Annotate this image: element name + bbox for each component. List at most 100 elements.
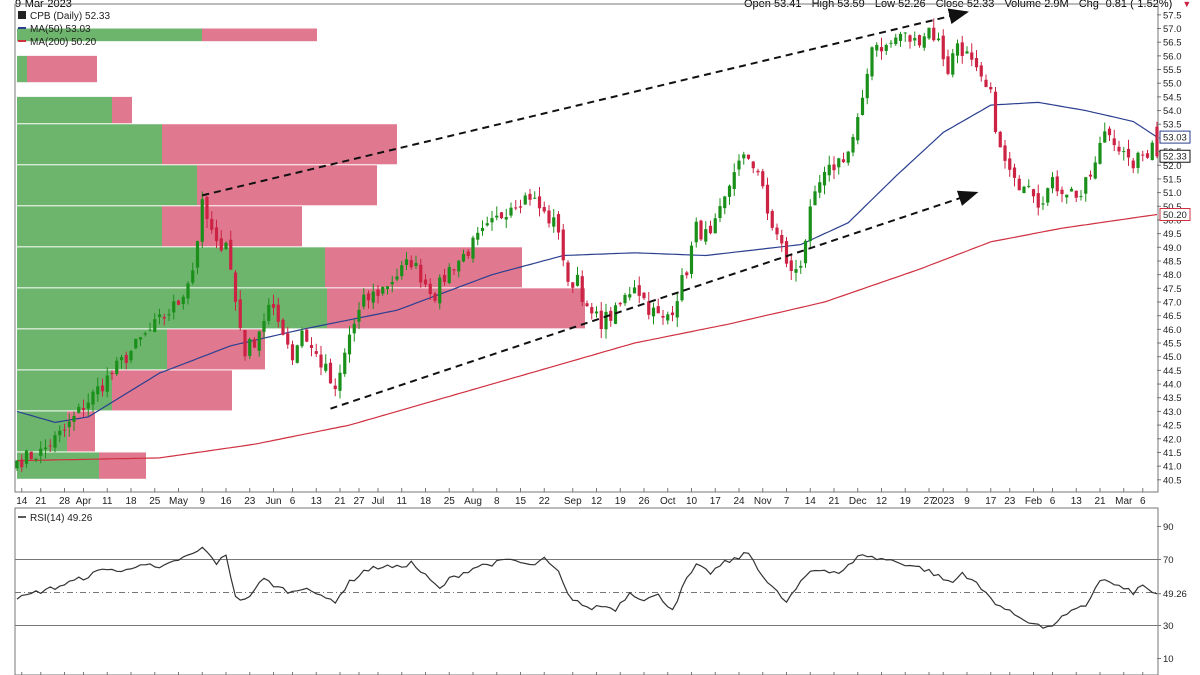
date-tick-label: 23 xyxy=(1004,496,1016,507)
candle-body xyxy=(761,171,765,187)
rsi-axis: 10 30 49.26 70 90 xyxy=(1157,522,1187,665)
candle-body xyxy=(428,283,432,295)
price-tick-label: 41.0 xyxy=(1163,462,1182,473)
candle-body xyxy=(960,42,964,56)
vbp-bar-down-2 xyxy=(27,55,97,83)
price-tag-label-1: 52.33 xyxy=(1163,152,1187,163)
date-tick-label: 9 xyxy=(964,496,970,507)
candle-body xyxy=(974,58,979,68)
legend-ma200: MA(200) 50.20 xyxy=(30,37,97,48)
candle-body xyxy=(419,264,423,283)
date-tick-label: 27 xyxy=(353,496,365,507)
candle-body xyxy=(547,210,551,224)
candle-body xyxy=(837,158,841,168)
price-tick-label: 46.5 xyxy=(1163,311,1182,322)
vbp-bar-up-7 xyxy=(17,247,325,288)
date-tick-label: 22 xyxy=(539,496,551,507)
candle-body xyxy=(200,199,204,242)
candle-body xyxy=(941,35,945,60)
candle-body xyxy=(822,171,827,186)
candle-body xyxy=(1155,126,1159,157)
candle-body xyxy=(713,218,717,234)
candle-body xyxy=(784,241,789,264)
candle-body xyxy=(243,329,247,357)
candle-body xyxy=(1098,142,1102,164)
price-tick-label: 43.5 xyxy=(1163,393,1182,404)
candle-body xyxy=(989,86,993,90)
candle-body xyxy=(742,154,746,159)
candle-body xyxy=(818,182,822,193)
price-tick-label: 40.5 xyxy=(1163,475,1182,486)
price-tick-label: 42.5 xyxy=(1163,421,1182,432)
candle-body xyxy=(262,320,266,332)
price-tick-label: 54.5 xyxy=(1163,92,1182,103)
vbp-bar-up-2 xyxy=(17,55,27,83)
candle-body xyxy=(951,53,955,75)
candle-body xyxy=(471,237,475,259)
candle-body xyxy=(138,337,143,340)
candle-body xyxy=(15,460,19,469)
candle-body xyxy=(319,354,323,368)
candle-body xyxy=(490,218,494,223)
candle-body xyxy=(765,184,770,214)
candle-body xyxy=(580,276,584,302)
date-tick-label: 9 xyxy=(199,496,205,507)
date-axis: 14 21 28 Apr 11 18 25 May 9 16 23 Jun 6 13 21 27 Jul 11 18… xyxy=(16,488,1146,675)
candle-body xyxy=(1136,152,1140,168)
candle-body xyxy=(499,212,504,219)
price-tick-label: 49.0 xyxy=(1163,243,1182,254)
date-tick-label: 12 xyxy=(591,496,603,507)
date-tick-label: 18 xyxy=(125,496,137,507)
candle-body xyxy=(613,305,618,324)
candle-body xyxy=(879,47,884,52)
candle-body xyxy=(347,334,352,355)
price-tag-label-2: 50.20 xyxy=(1163,210,1187,221)
vbp-bar-down-5 xyxy=(197,165,377,206)
ma50-path xyxy=(16,101,1158,424)
candle-body xyxy=(884,44,888,51)
candle-body xyxy=(43,447,48,450)
vbp-bar-down-8 xyxy=(327,288,585,329)
candle-body xyxy=(1022,186,1026,194)
price-tick-label: 56.0 xyxy=(1163,51,1182,62)
date-tick-label: 17 xyxy=(985,496,997,507)
candle-body xyxy=(856,117,860,141)
candle-body xyxy=(371,291,375,303)
candle-body xyxy=(195,241,200,268)
candle-body xyxy=(1046,188,1050,203)
candle-body xyxy=(542,207,546,212)
candle-body xyxy=(461,253,466,262)
candle-body xyxy=(908,35,912,42)
rsi-panel-frame xyxy=(14,507,1159,675)
rsi-tick-label: 49.26 xyxy=(1163,589,1187,600)
candle-body xyxy=(248,339,252,356)
vbp-bar-down-6 xyxy=(162,206,302,247)
candle-body xyxy=(1060,189,1064,195)
candle-body xyxy=(366,293,371,301)
vbp-bar-down-10 xyxy=(112,370,232,411)
date-tick-label: Feb xyxy=(1025,496,1043,507)
candle-body xyxy=(965,51,969,54)
candle-body xyxy=(618,302,622,305)
price-axis: 40.5 41.0 41.5 42.0 42.5 43.0 43.5 44.0 44.5 45.0… xyxy=(1157,10,1182,486)
date-tick-label: Jun xyxy=(265,496,281,507)
candle-body xyxy=(162,317,166,319)
high-value: High 53.59 xyxy=(811,0,865,10)
candle-body xyxy=(746,154,751,159)
ma200-path xyxy=(17,213,1158,462)
price-tag-box-1 xyxy=(1159,149,1191,163)
vbp-bar-up-4 xyxy=(17,124,162,165)
vbp-bar-down-11 xyxy=(67,411,95,452)
candle-body xyxy=(936,38,941,41)
date-tick-label: Sep xyxy=(564,496,582,507)
candle-body xyxy=(191,270,195,283)
candle-body xyxy=(480,227,485,232)
candle-body xyxy=(233,272,238,302)
date-tick-label: 27 xyxy=(923,496,935,507)
price-tick-label: 48.5 xyxy=(1163,256,1182,267)
candle-body xyxy=(851,136,855,153)
price-tag-label-0: 53.03 xyxy=(1163,133,1187,144)
candle-body xyxy=(775,227,779,235)
candle-body xyxy=(1031,189,1036,197)
